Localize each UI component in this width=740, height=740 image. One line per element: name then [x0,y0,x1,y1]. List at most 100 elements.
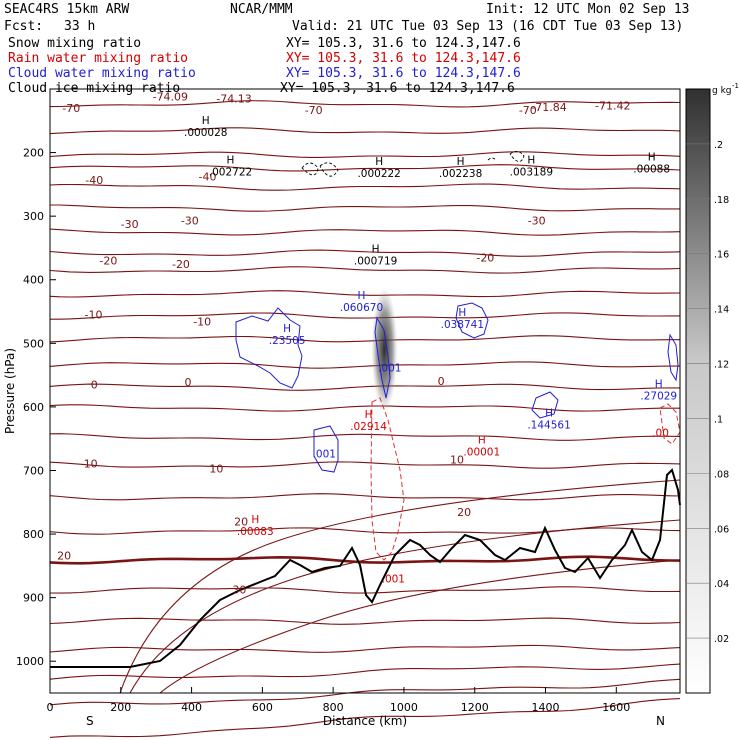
x-tick-label: 1000 [390,701,418,714]
isotherm-line [49,266,681,274]
isotherm-line [49,663,681,680]
maximum-value: .00 [652,427,669,439]
temperature-label: -20 [476,251,494,264]
field-cloud-water-name: Cloud water mixing ratio [8,66,196,81]
isotherm-line [49,404,680,412]
zero-isotherm [49,555,681,565]
maximum-marker: H [655,378,663,390]
maximum-marker: H [545,408,553,420]
maximum-value: .002722 [209,167,252,179]
y-tick-label: 400 [23,274,44,287]
cloud-water-contours [235,151,679,473]
maximum-marker: H [375,156,383,168]
isotherm-line [119,479,681,694]
temperature-label: -70 [519,104,537,117]
temperature-label: -40 [85,174,103,187]
x-tick-label: 1200 [461,701,489,714]
maximum-marker: H [283,323,291,335]
temperature-label: 20 [57,550,71,563]
temperature-label: 0 [438,375,445,388]
field-rain-xy: XY= 105.3, 31.6 to 124.3,147.6 [286,51,521,66]
maximum-marker: H [457,156,465,168]
temperature-label: 10 [450,454,464,467]
snow-contour [319,162,339,177]
field-snow-name: Snow mixing ratio [8,36,142,51]
terrain-line [50,468,681,668]
temperature-label: -74.13 [216,93,251,106]
y-tick-label: 900 [23,592,44,605]
x-tick-label: 0 [47,701,54,714]
temperature-label: 0 [185,376,192,389]
temperature-label: 20 [457,506,471,519]
maximum-marker: H [202,115,210,127]
maximum-value: .001 [313,448,336,460]
isotherm-line [49,151,681,158]
colorbar-tick-label: .08 [714,469,729,480]
maximum-value: .038741 [441,319,484,331]
colorbar-tick-label: .1 [714,414,723,425]
cloud-water-contour [455,302,489,339]
maximum-marker: H [527,155,535,167]
isotherm-line [49,644,681,653]
colorbar-tick-label: .04 [714,579,729,590]
maximum-value: .144561 [527,420,570,432]
maximum-value: .27029 [640,390,677,402]
isotherm-line [49,183,681,191]
colorbar-tick-label: .12 [714,360,729,371]
colorbar: .02 .04 .06 .08 .1 .12 .14 .16 .18 .2 g kg -1 [685,82,739,694]
temperature-label: -30 [121,218,139,231]
maximum-value: .00088 [633,163,670,175]
temperature-label: -10 [85,309,103,322]
cloud-water-contour [531,391,559,419]
cloud-water-contour [667,333,679,382]
maximum-marker: H [358,290,366,302]
colorbar-tick-label: .06 [714,524,729,535]
maxima-labels: H.000028H.002722H.000222H.002238H.003189… [184,115,677,585]
temperature-label: -71.42 [595,100,630,113]
isotherm-line [49,228,681,236]
x-tick-label: 200 [110,701,131,714]
temperature-label: -40 [199,171,217,184]
y-tick-label: 700 [23,464,44,477]
temperature-label: -71.84 [531,101,566,114]
model-title: SEAC4RS 15km ARW [4,2,130,17]
maximum-value: .001 [382,574,405,586]
organization-label: NCAR/MMM [230,2,293,17]
maximum-value: .002238 [439,168,482,180]
isotherm-line [50,312,680,320]
isotherm-line [49,164,681,172]
maximum-value: .02914 [350,421,387,433]
colorbar-tick-label: .14 [714,305,729,316]
temperature-label: 10 [209,463,223,476]
north-end-label: N [656,714,665,728]
colorbar-unit: g kg [712,86,732,96]
south-end-label: S [86,714,94,728]
temperature-label: -70 [305,104,323,117]
isotherm-line [49,335,680,343]
colorbar-tick-label: .16 [714,250,729,261]
temperature-label: -30 [181,215,199,228]
isotherm-line [49,361,680,369]
isotherm-line [49,127,681,135]
isotherm-line [49,383,680,391]
maximum-value: .003189 [510,167,553,179]
temperature-label: -74.09 [153,91,188,104]
forecast-hour: 33 h [64,19,96,34]
maximum-marker: H [251,514,259,526]
temperature-label: 30 [232,583,246,596]
x-axis-label: Distance (km) [323,714,407,728]
isotherm-line [49,678,681,706]
colorbar-tick-label: .2 [714,140,723,151]
axes: 0 200 400 600 800 1000 1200 1400 160020030040050… [3,147,665,728]
isotherm-line [49,290,681,298]
y-tick-label: 1000 [16,655,44,668]
x-tick-label: 800 [323,701,344,714]
cloud-water-contour [235,307,303,389]
isotherm-line [49,249,681,257]
temperature-label: 10 [84,457,98,470]
isotherm-line [49,617,681,625]
y-tick-label: 500 [23,337,44,350]
field-snow-xy: XY= 105.3, 31.6 to 124.3,147.6 [286,36,521,51]
maximum-value: .001 [378,362,401,374]
maximum-marker: H [648,151,656,163]
